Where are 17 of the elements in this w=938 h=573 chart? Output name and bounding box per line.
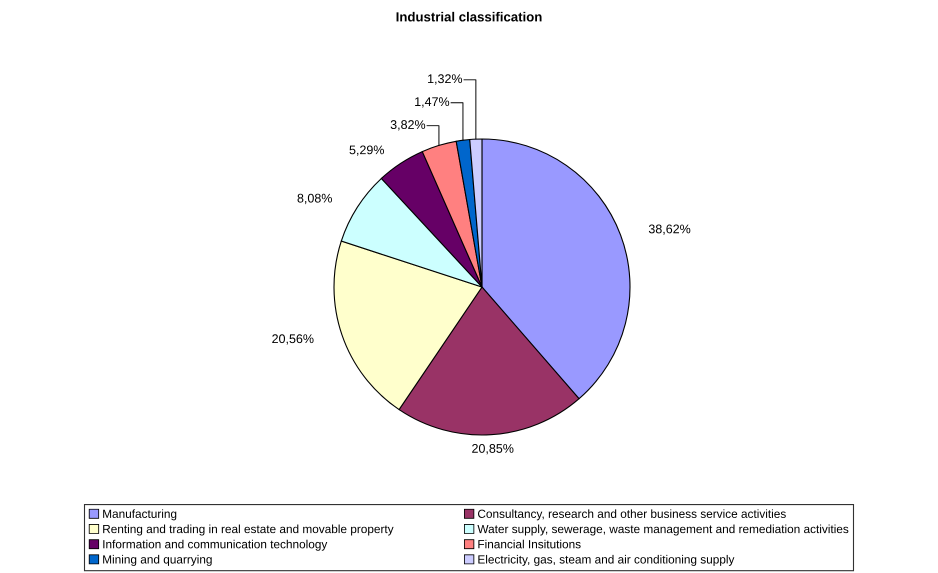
- data-label: 1,32%: [428, 74, 462, 85]
- legend-label: Mining and quarrying: [103, 554, 212, 566]
- legend-label: Consultancy, research and other business service activities: [478, 509, 786, 520]
- data-label: 8,08%: [298, 194, 332, 204]
- legend-label: Electricity, gas, steam and air conditioning supply: [478, 554, 734, 566]
- legend-label: Renting and trading in real estate and movable property: [103, 524, 394, 536]
- data-label: 3,82%: [390, 120, 426, 131]
- legend-label: Water supply, sewerage, waste management and remediation activities: [477, 524, 848, 536]
- chart-title: Industrial classification: [396, 12, 542, 22]
- data-label: 20,85%: [472, 444, 514, 454]
- legend-label: Information and communication technology: [103, 540, 328, 551]
- legend-label: Financial Insitutions: [478, 540, 581, 548]
- data-label: 5,29%: [350, 145, 384, 156]
- legend-label: Manufacturing: [103, 509, 176, 520]
- data-label: 1,47%: [415, 97, 450, 108]
- data-label: 38,62%: [648, 224, 690, 235]
- data-label: 20,56%: [272, 334, 314, 345]
